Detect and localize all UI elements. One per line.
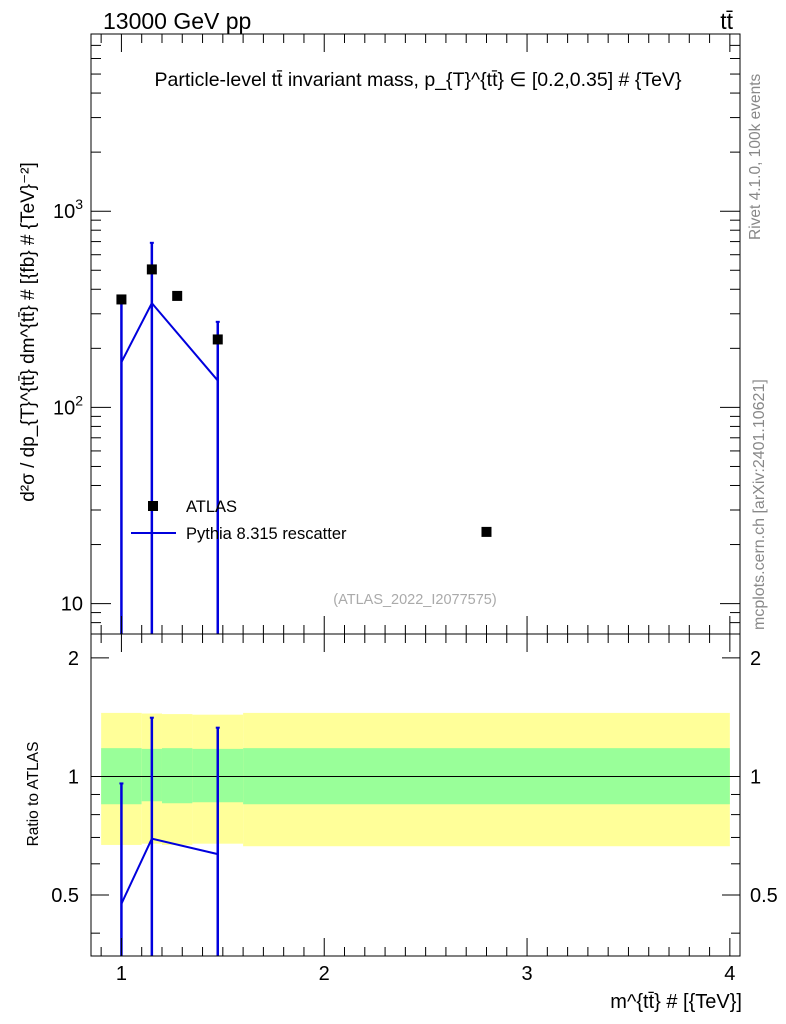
ratio-xtick-label: 1 [116,963,127,985]
data-point [481,526,492,537]
legend-marker-atlas [148,501,158,511]
ratio-xtick-label: 2 [319,963,330,985]
main-plot-area [116,241,492,634]
ratio-ytick-label-right: 1 [750,766,761,788]
header-right: tt̄ [720,8,733,34]
ratio-mc-line [120,837,218,905]
ratio-ytick-label-right: 2 [750,648,761,670]
main-ytick-label: 102 [53,392,83,419]
ratio-ytick-label: 2 [68,648,79,670]
mc-line [120,301,219,382]
x-axis-label: m^{tt̄} # [{TeV}] [610,991,742,1013]
legend: ATLAS Pythia 8.315 rescatter [131,498,347,543]
main-axes: 10 102 103 [53,33,740,635]
mcplots-label: mcplots.cern.ch [arXiv:2401.10621] [751,379,768,630]
ratio-band-inner [161,748,193,804]
ratio-xtick-label: 3 [521,963,532,985]
ratio-frame [90,633,741,957]
main-ytick-label: 103 [53,196,83,223]
ratio-axes: 0.5 0.5 1 1 2 2 1 2 3 4 [51,634,778,985]
data-point [146,264,157,275]
watermark: (ATLAS_2022_I2077575) [333,592,496,608]
ratio-panel: 0.5 0.5 1 1 2 2 1 2 3 4 Ratio to ATLAS m^{tt̄} # … [25,633,778,1013]
ratio-ylabel: Ratio to ATLAS [25,742,42,847]
ratio-ytick-label: 1 [68,766,79,788]
main-ytick-label: 10 [61,594,83,616]
ratio-plot-area [91,712,740,956]
data-point [172,290,183,301]
main-ylabel: d²σ / dp_{T}^{tt̄} dm^{tt̄} # [{fb} # {T… [18,162,39,502]
ratio-xtick-label: 4 [724,963,735,985]
main-panel: 10 102 103 Particle-level tt̄ invariant ma… [18,33,741,635]
data-point [116,294,127,305]
ratio-ytick-label-right: 0.5 [750,885,778,907]
ratio-ytick-label: 0.5 [51,885,79,907]
rivet-label: Rivet 4.1.0, 100k events [747,73,764,240]
legend-label-mc: Pythia 8.315 rescatter [186,525,347,543]
data-point [212,334,223,345]
main-frame [90,33,741,635]
main-title: Particle-level tt̄ invariant mass, p_{T}… [155,69,682,91]
legend-label-atlas: ATLAS [186,498,237,516]
header-left: 13000 GeV pp [103,8,251,34]
